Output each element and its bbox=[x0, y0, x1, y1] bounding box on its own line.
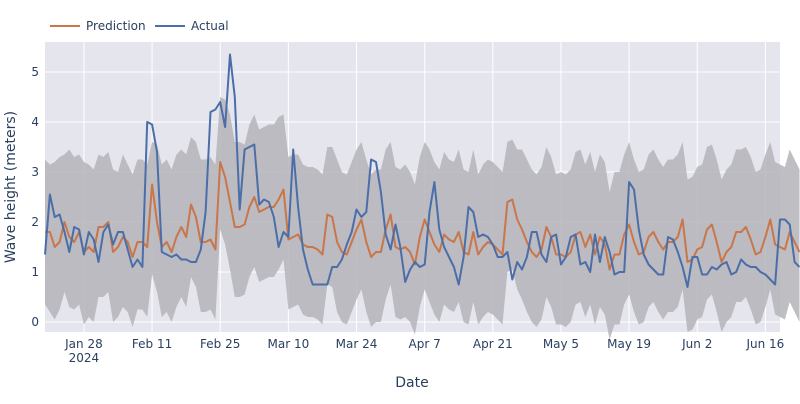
confidence-band bbox=[45, 97, 800, 340]
legend[interactable]: Prediction Actual bbox=[50, 19, 229, 33]
prediction-interval-band bbox=[45, 97, 800, 340]
legend-item-actual[interactable]: Actual bbox=[155, 19, 229, 33]
actual-line[interactable] bbox=[44, 53, 800, 288]
prediction-legend-label: Prediction bbox=[86, 19, 146, 33]
y-tick-label: 3 bbox=[31, 165, 39, 179]
x-tick-label: Apr 21 bbox=[473, 337, 513, 351]
x-tick-label: Jan 28 bbox=[64, 337, 103, 351]
x-tick-label: Apr 7 bbox=[409, 337, 441, 351]
x-tick-label: Jun 16 bbox=[745, 337, 784, 351]
x-tick-label: May 5 bbox=[543, 337, 579, 351]
y-tick-label: 0 bbox=[31, 315, 39, 329]
y-axis-title: Wave height (meters) bbox=[3, 111, 19, 263]
x-tick-label: Feb 25 bbox=[200, 337, 240, 351]
series-lines bbox=[44, 53, 800, 288]
legend-item-prediction[interactable]: Prediction bbox=[50, 19, 146, 33]
x-tick-label: Mar 24 bbox=[336, 337, 378, 351]
y-tick-label: 1 bbox=[31, 265, 39, 279]
x-tick-label: Jun 2 bbox=[681, 337, 712, 351]
y-tick-label: 4 bbox=[31, 115, 39, 129]
x-tick-label: Mar 10 bbox=[268, 337, 310, 351]
y-tick-label: 2 bbox=[31, 215, 39, 229]
x-tick-year-label: 2024 bbox=[69, 351, 100, 365]
y-tick-label: 5 bbox=[31, 65, 39, 79]
x-tick-label: Feb 11 bbox=[132, 337, 172, 351]
actual-legend-label: Actual bbox=[191, 19, 229, 33]
y-axis-ticks: 0 1 2 3 4 5 bbox=[31, 65, 39, 329]
x-tick-label: May 19 bbox=[607, 337, 651, 351]
x-axis-title: Date bbox=[395, 375, 428, 391]
